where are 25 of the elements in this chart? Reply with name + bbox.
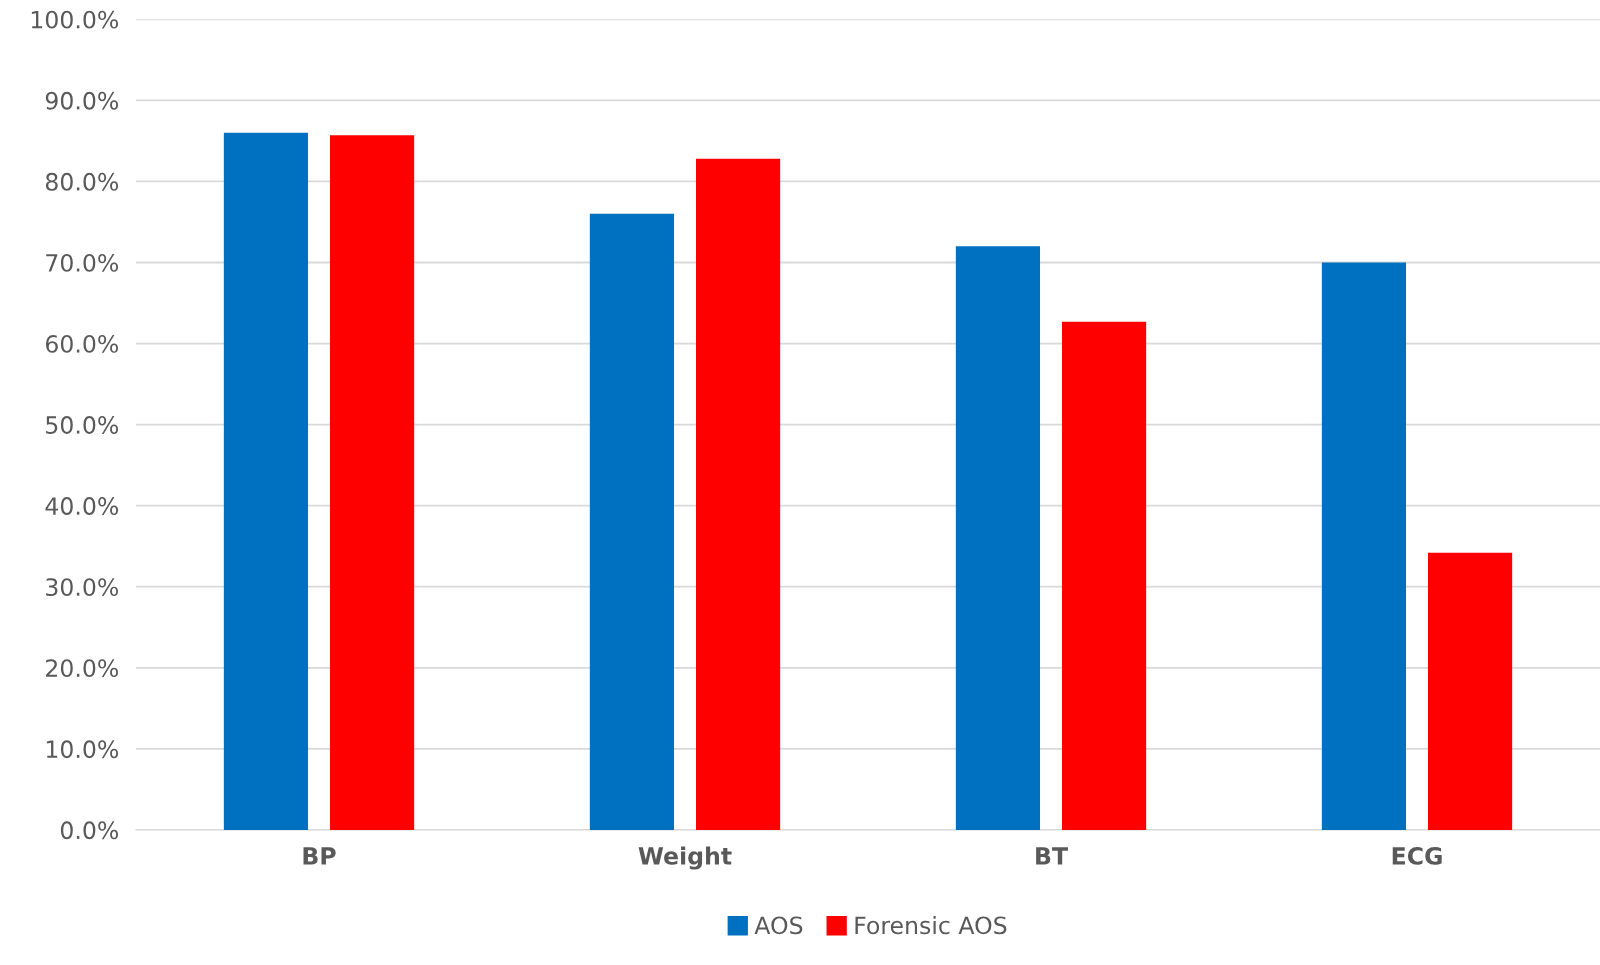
legend-label: AOS	[754, 916, 803, 935]
y-tick-label: 60.0%	[45, 334, 119, 353]
bar	[1321, 262, 1407, 830]
bar	[223, 132, 309, 830]
y-tick-label: 0.0%	[60, 821, 119, 840]
y-tick-label: 70.0%	[46, 253, 119, 272]
y-tick-label: 20.0%	[46, 659, 119, 678]
x-tick-label: BT	[1036, 847, 1068, 865]
y-tick-label: 50.0%	[46, 416, 119, 434]
y-tick-label: 10.0%	[46, 740, 119, 759]
bar	[329, 135, 415, 830]
bar	[1427, 552, 1513, 830]
legend-label: Forensic AOS	[855, 916, 1007, 935]
x-tick-label: Weight	[638, 846, 732, 870]
bar	[695, 158, 781, 830]
bar	[955, 246, 1041, 830]
x-tick-label: BP	[303, 847, 336, 865]
x-tick-label: ECG	[1392, 846, 1442, 865]
bar	[1061, 321, 1147, 830]
y-tick-label: 80.0%	[45, 172, 119, 191]
y-tick-label: 30.0%	[46, 578, 119, 597]
y-tick-label: 100.0%	[31, 10, 119, 29]
y-tick-label: 90.0%	[45, 91, 119, 110]
y-tick-label: 40.0%	[45, 497, 119, 515]
bar	[589, 213, 675, 830]
